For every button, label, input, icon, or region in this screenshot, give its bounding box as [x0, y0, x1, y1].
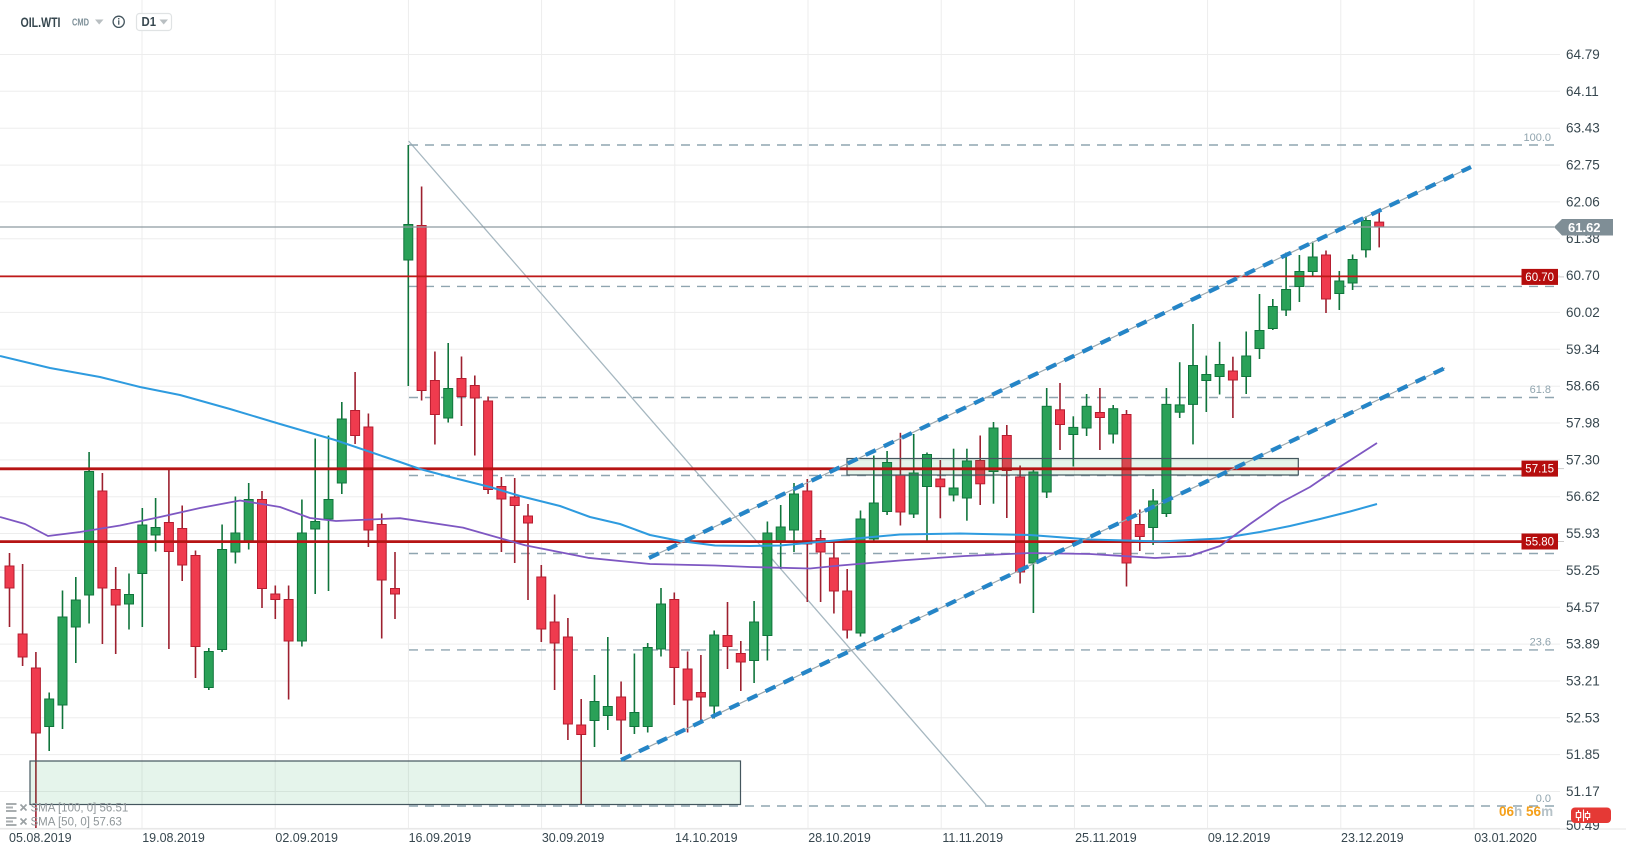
svg-text:62.06: 62.06 — [1566, 194, 1600, 209]
svg-text:02.09.2019: 02.09.2019 — [275, 831, 338, 845]
svg-text:60.70: 60.70 — [1566, 268, 1600, 283]
svg-text:19.08.2019: 19.08.2019 — [142, 831, 205, 845]
svg-text:30.09.2019: 30.09.2019 — [542, 831, 605, 845]
svg-text:03.01.2020: 03.01.2020 — [1474, 831, 1537, 845]
svg-text:61.8: 61.8 — [1530, 384, 1551, 396]
svg-text:55.93: 55.93 — [1566, 526, 1600, 541]
svg-text:54.57: 54.57 — [1566, 600, 1600, 615]
svg-text:11.11.2019: 11.11.2019 — [942, 831, 1003, 845]
svg-text:62.75: 62.75 — [1566, 158, 1600, 173]
svg-text:51.85: 51.85 — [1566, 747, 1600, 762]
svg-text:64.79: 64.79 — [1566, 47, 1600, 62]
svg-text:100.0: 100.0 — [1523, 132, 1551, 144]
svg-text:63.43: 63.43 — [1566, 121, 1600, 136]
svg-text:D1: D1 — [142, 15, 157, 29]
svg-text:CMD: CMD — [72, 17, 89, 29]
svg-text:SMA [100, 0] 56.51: SMA [100, 0] 56.51 — [31, 803, 129, 815]
svg-text:SMA [50, 0] 57.63: SMA [50, 0] 57.63 — [31, 817, 122, 829]
svg-text:61.62: 61.62 — [1568, 220, 1601, 235]
svg-text:57.30: 57.30 — [1566, 452, 1600, 467]
svg-text:05.08.2019: 05.08.2019 — [9, 831, 72, 845]
svg-text:06h 56m: 06h 56m — [1499, 804, 1553, 819]
svg-text:28.10.2019: 28.10.2019 — [808, 831, 871, 845]
svg-text:55.25: 55.25 — [1566, 563, 1600, 578]
svg-text:60.02: 60.02 — [1566, 305, 1600, 320]
svg-text:OIL.WTI: OIL.WTI — [21, 14, 61, 30]
svg-text:51.17: 51.17 — [1566, 784, 1600, 799]
svg-text:57.98: 57.98 — [1566, 416, 1600, 431]
svg-text:53.89: 53.89 — [1566, 637, 1600, 652]
svg-text:56.62: 56.62 — [1566, 489, 1600, 504]
svg-text:57.15: 57.15 — [1525, 464, 1554, 476]
svg-text:58.66: 58.66 — [1566, 379, 1600, 394]
svg-text:52.53: 52.53 — [1566, 710, 1600, 725]
svg-text:14.10.2019: 14.10.2019 — [675, 831, 738, 845]
svg-text:09.12.2019: 09.12.2019 — [1208, 831, 1271, 845]
svg-text:0.0: 0.0 — [1536, 793, 1551, 805]
svg-text:23.12.2019: 23.12.2019 — [1341, 831, 1404, 845]
svg-text:55.80: 55.80 — [1525, 537, 1554, 549]
svg-text:53.21: 53.21 — [1566, 674, 1600, 689]
svg-text:60.70: 60.70 — [1525, 272, 1554, 284]
svg-text:64.11: 64.11 — [1566, 84, 1599, 99]
svg-text:23.6: 23.6 — [1530, 637, 1551, 649]
svg-text:59.34: 59.34 — [1566, 342, 1600, 357]
svg-text:25.11.2019: 25.11.2019 — [1075, 831, 1137, 845]
svg-text:16.09.2019: 16.09.2019 — [409, 831, 472, 845]
